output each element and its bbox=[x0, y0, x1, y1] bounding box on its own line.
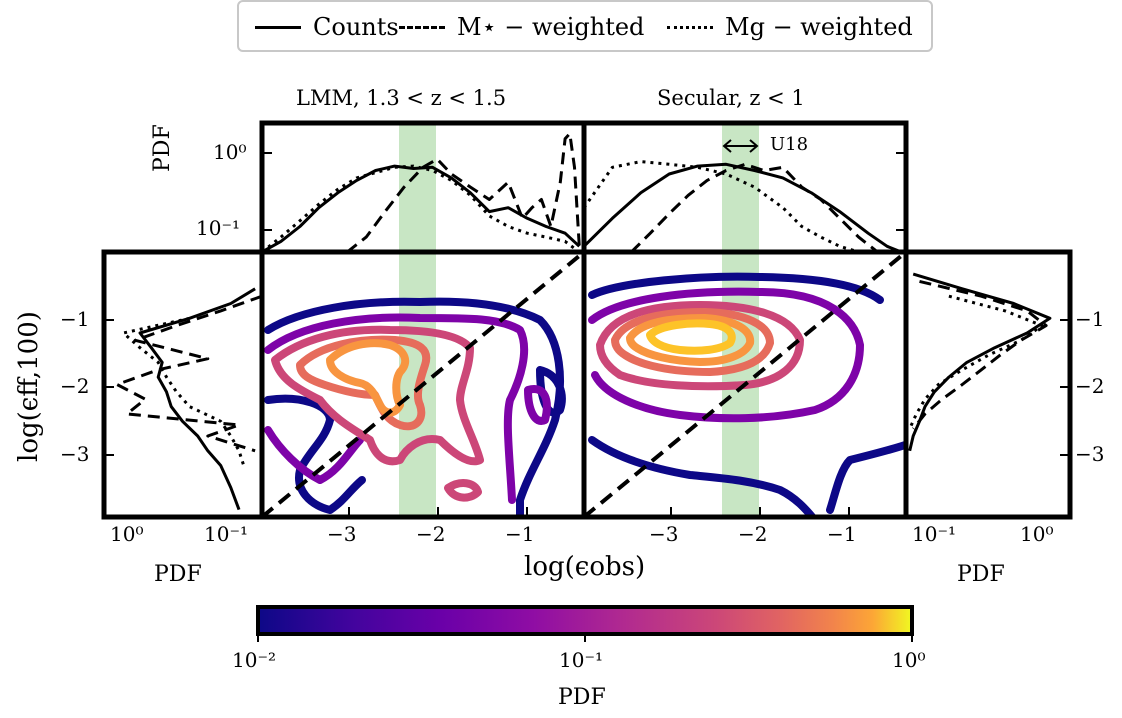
colorbar-tick-2: 10⁻¹ bbox=[559, 648, 604, 672]
legend: Counts M⋆ − weighted Mg − weighted bbox=[237, 0, 933, 52]
ytick-right-2: −2 bbox=[1075, 374, 1105, 398]
lmm-side-marginal-series-0 bbox=[138, 287, 256, 511]
colorbar-tick-1: 10⁻² bbox=[232, 648, 277, 672]
xtick-right-1: −3 bbox=[649, 522, 679, 546]
ytick-left-2: −2 bbox=[60, 374, 90, 398]
colorbar-label: PDF bbox=[558, 685, 606, 710]
contour-secular-level-1 bbox=[588, 272, 906, 517]
side-right-xtick-1: 10⁻¹ bbox=[912, 522, 957, 546]
legend-label-counts: Counts bbox=[313, 13, 399, 41]
legend-item-mg: Mg − weighted bbox=[667, 10, 913, 44]
secular-top-marginal-series-0 bbox=[584, 162, 902, 252]
marginal-curves-lmm-side bbox=[115, 287, 262, 511]
legend-item-counts: Counts bbox=[255, 10, 399, 44]
marginal-curves-secular-top bbox=[584, 160, 902, 252]
secular-side-marginal-series-0 bbox=[908, 272, 1052, 452]
legend-dotted-line bbox=[667, 25, 713, 29]
secular-top-marginal-series-2 bbox=[584, 160, 860, 252]
contour-lmm-level-5 bbox=[326, 339, 410, 417]
lmm-top-marginal-series-1 bbox=[346, 132, 581, 252]
secular-side-marginal-series-1 bbox=[912, 279, 1048, 430]
contour-secular-level-2 bbox=[588, 287, 864, 423]
lmm-side-marginal-series-2 bbox=[121, 316, 246, 466]
marginal-curves-lmm-top bbox=[262, 132, 581, 252]
legend-solid-line bbox=[255, 25, 301, 29]
contour-lmm-level-4 bbox=[296, 335, 431, 431]
u18-label: U18 bbox=[770, 134, 809, 155]
xtick-left-2: −2 bbox=[416, 522, 446, 546]
one-to-one-line-left bbox=[262, 252, 584, 517]
ytick-right-3: −3 bbox=[1075, 442, 1105, 466]
panel-title-secular: Secular, z < 1 bbox=[657, 86, 805, 110]
xtick-right-2: −2 bbox=[738, 522, 768, 546]
legend-item-mstar: M⋆ − weighted bbox=[399, 10, 644, 44]
marginal-curves-secular-side bbox=[908, 272, 1052, 452]
contour-secular-level-5 bbox=[626, 314, 755, 366]
panel-side-right-frame bbox=[903, 249, 1073, 520]
top-ytick-1: 10⁰ bbox=[213, 140, 247, 164]
one-to-one-line-right bbox=[584, 252, 906, 517]
side-left-xlabel: PDF bbox=[154, 562, 202, 587]
secular-top-marginal-series-1 bbox=[630, 162, 879, 252]
legend-label-mg: Mg − weighted bbox=[725, 13, 913, 41]
ytick-right-1: −1 bbox=[1075, 307, 1105, 331]
side-right-xtick-2: 10⁰ bbox=[1020, 522, 1054, 546]
legend-label-mstar: M⋆ − weighted bbox=[457, 13, 645, 41]
side-left-xtick-1: 10⁰ bbox=[110, 522, 144, 546]
legend-dashed-line bbox=[399, 25, 445, 29]
tick-marks bbox=[104, 152, 1070, 517]
u18-arrow bbox=[722, 139, 759, 153]
lmm-top-marginal-series-0 bbox=[262, 164, 581, 252]
ytick-left-3: −3 bbox=[60, 442, 90, 466]
colorbar-tick-3: 10⁰ bbox=[892, 648, 926, 672]
xtick-right-3: −1 bbox=[827, 522, 857, 546]
lmm-side-marginal-series-1 bbox=[115, 294, 262, 453]
ylabel: log(ϵff,100) bbox=[14, 311, 44, 462]
secular-side-marginal-series-2 bbox=[908, 294, 1044, 430]
side-right-xlabel: PDF bbox=[957, 562, 1005, 587]
contour-secular-level-6 bbox=[646, 319, 736, 355]
colorbar bbox=[256, 605, 914, 636]
panel-side-left-frame bbox=[101, 249, 265, 520]
top-ytick-2: 10⁻¹ bbox=[196, 216, 241, 240]
panel-title-lmm: LMM, 1.3 < z < 1.5 bbox=[296, 86, 507, 110]
top-ylabel: PDF bbox=[150, 124, 175, 172]
xtick-left-1: −3 bbox=[327, 522, 357, 546]
xlabel: log(ϵobs) bbox=[524, 552, 646, 582]
side-left-xtick-2: 10⁻¹ bbox=[204, 522, 249, 546]
xtick-left-3: −1 bbox=[505, 522, 535, 546]
contour-lmm-level-2 bbox=[264, 313, 551, 504]
ytick-left-1: −1 bbox=[60, 307, 90, 331]
contour-lmm-level-3 bbox=[271, 325, 484, 502]
contour-secular-level-4 bbox=[611, 308, 774, 376]
contour-secular-level-3 bbox=[596, 301, 804, 391]
